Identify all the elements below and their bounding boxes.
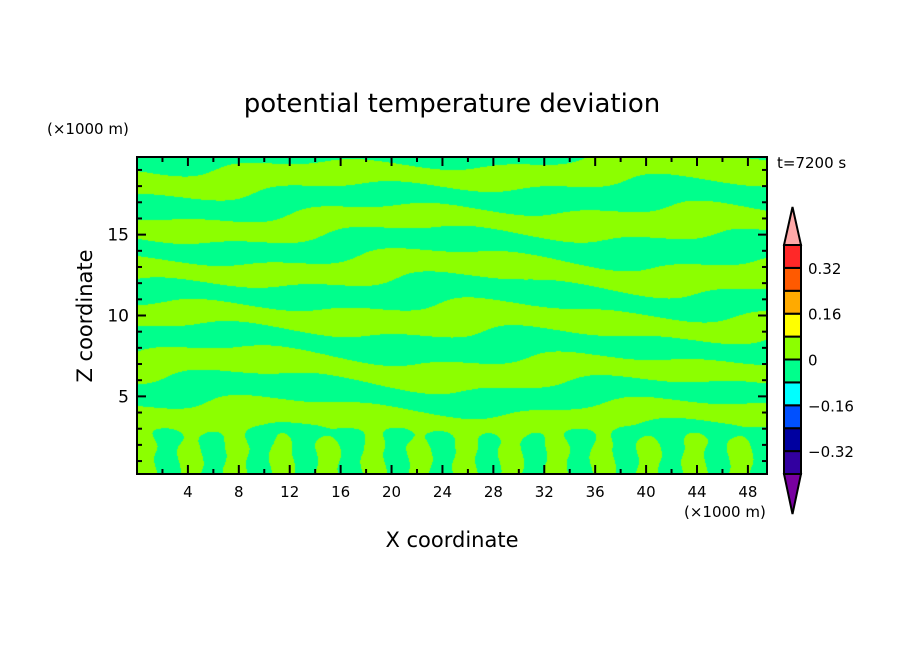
colorbar-label: −0.16 <box>808 397 854 415</box>
colorbar-box <box>783 335 802 361</box>
colorbar-label: 0 <box>808 352 818 370</box>
x-tick-label: 32 <box>535 483 554 501</box>
y-tick-label: 10 <box>107 307 129 327</box>
colorbar-box <box>783 244 802 269</box>
x-tick-label: 36 <box>586 483 605 501</box>
x-tick-label: 12 <box>280 483 299 501</box>
colorbar-box <box>783 266 802 292</box>
colorbar-box <box>783 289 802 315</box>
x-tick-label: 28 <box>484 483 503 501</box>
colorbar-box <box>783 404 802 430</box>
colorbar: 0.32 0.16 0 −0.16 −0.32 <box>782 206 854 515</box>
x-tick-label: 24 <box>433 483 452 501</box>
colorbar-box <box>783 450 802 476</box>
colorbar-box <box>783 381 802 407</box>
y-tick-label: 5 <box>118 387 129 407</box>
colorbar-box <box>783 358 802 384</box>
x-tick-label: 48 <box>738 483 757 501</box>
colorbar-extend-max <box>782 206 803 246</box>
y-axis-label: Z coordinate <box>73 249 97 382</box>
y-unit-label: (×1000 m) <box>47 120 129 138</box>
x-tick-label: 20 <box>382 483 401 501</box>
colorbar-box <box>783 312 802 338</box>
colorbar-label: 0.16 <box>808 306 841 324</box>
x-tick-label: 44 <box>687 483 706 501</box>
colorbar-label: 0.32 <box>808 260 841 278</box>
contour-field <box>137 157 767 474</box>
colorbar-extend-min <box>782 473 803 515</box>
x-unit-label: (×1000 m) <box>684 503 766 521</box>
y-tick-label: 15 <box>107 226 129 246</box>
x-axis-label: X coordinate <box>385 528 518 552</box>
x-tick-label: 4 <box>183 483 193 501</box>
colorbar-label: −0.32 <box>808 443 854 461</box>
x-tick-label: 40 <box>637 483 656 501</box>
chart-title: potential temperature deviation <box>244 89 660 119</box>
x-tick-label: 16 <box>331 483 350 501</box>
time-annotation: t=7200 s <box>777 154 846 172</box>
colorbar-box <box>783 427 802 453</box>
x-tick-label: 8 <box>234 483 244 501</box>
